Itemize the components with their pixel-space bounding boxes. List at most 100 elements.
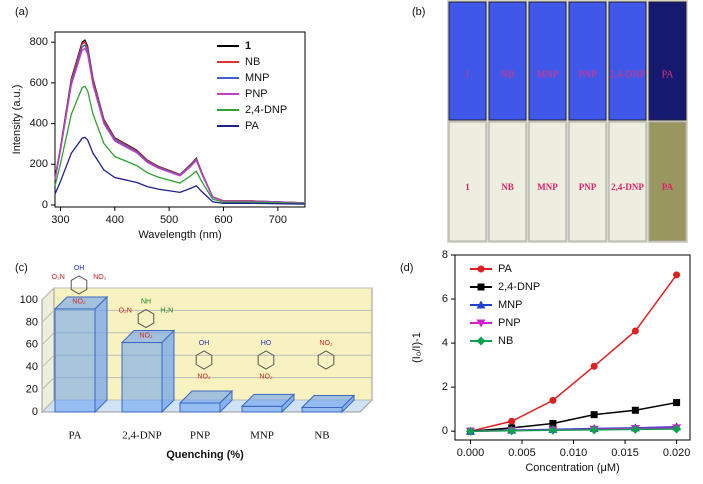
- bar: [121, 342, 163, 413]
- legend-label: 2,4-DNP: [498, 281, 540, 293]
- bar-side: [161, 329, 175, 414]
- data-point: [672, 424, 682, 434]
- legend-label: PA: [498, 263, 513, 275]
- x-tick-label: 700: [269, 214, 287, 226]
- x-tick-label: NB: [314, 430, 329, 442]
- structure-label: NO₂: [319, 340, 333, 347]
- side-wall: [41, 286, 55, 414]
- structure-label: HO: [261, 340, 272, 347]
- panel-label: (c): [15, 262, 28, 274]
- grid-line: [41, 309, 372, 323]
- legend-marker: [477, 283, 485, 291]
- cuvette-label: 1: [465, 69, 470, 80]
- y-tick-label: 8: [442, 249, 448, 261]
- data-point: [465, 426, 475, 436]
- cuvette-top: [448, 1, 487, 121]
- x-axis-label: Quenching (%): [166, 449, 244, 461]
- y-tick-label: 40: [26, 361, 38, 373]
- benzene-ring: [317, 350, 335, 370]
- y-tick-label: 400: [30, 117, 48, 129]
- cuvette-label: MNP: [537, 182, 558, 192]
- x-tick-label: 400: [106, 214, 124, 226]
- y-tick-label: 0: [42, 199, 48, 211]
- cuvette-label: 2,4-DNP: [611, 182, 644, 192]
- cuvette-top: [568, 1, 607, 121]
- cuvette-top: [528, 1, 567, 121]
- panel-label: (b): [412, 6, 425, 18]
- legend-label: PNP: [498, 317, 521, 329]
- cuvette-label: PA: [662, 69, 675, 80]
- y-tick-label: 20: [26, 384, 38, 396]
- y-tick-label: 60: [26, 339, 38, 351]
- structure-label: OH: [74, 265, 85, 272]
- y-tick-label: 2: [442, 381, 448, 393]
- benzene-ring: [257, 350, 275, 370]
- panel-label: (a): [15, 6, 28, 18]
- x-tick-label: PA: [68, 430, 81, 442]
- structure-label: NO₂: [197, 374, 211, 381]
- legend-label: PA: [245, 120, 260, 132]
- bar: [179, 402, 221, 413]
- grid-line: [41, 287, 372, 301]
- legend-marker: [477, 265, 485, 273]
- structure-label: NO₂: [72, 299, 86, 306]
- cuvette-label: PA: [662, 182, 674, 192]
- series-line: [54, 47, 306, 204]
- benzene-ring: [137, 308, 155, 329]
- y-axis-label: (I₀/I)-1: [411, 332, 423, 363]
- cuvette-top: [648, 1, 687, 121]
- x-tick-label: MNP: [250, 430, 274, 442]
- y-tick-label: 6: [442, 293, 448, 305]
- cuvette-bottom: [488, 121, 527, 242]
- legend-label: 1: [245, 40, 251, 52]
- series-line: [54, 39, 306, 204]
- data-point: [549, 419, 557, 427]
- legend-label: NB: [498, 335, 513, 347]
- y-axis-label: Intensity (a.u.): [11, 85, 23, 155]
- y-tick-label: 800: [30, 36, 48, 48]
- data-point: [590, 362, 598, 370]
- data-point: [631, 327, 639, 335]
- plot-frame: [454, 254, 691, 441]
- data-point: [548, 425, 558, 435]
- cuvette-bottom: [528, 121, 567, 242]
- x-tick-label: 500: [160, 214, 178, 226]
- series-line: [470, 428, 677, 432]
- structure-label: H₂N: [160, 308, 173, 315]
- y-tick-label: 200: [30, 158, 48, 170]
- structure-label: NH: [141, 299, 151, 306]
- data-point: [590, 411, 598, 419]
- series-line: [54, 44, 306, 204]
- cuvette-top: [488, 1, 527, 121]
- x-tick-label: 0.000: [457, 447, 485, 459]
- structure-label: NO₂: [93, 274, 107, 281]
- grid-line: [41, 332, 372, 346]
- x-tick-label: 0.020: [663, 447, 691, 459]
- series-line: [54, 41, 306, 204]
- structure-label: O₂N: [119, 308, 132, 315]
- y-tick-label: 0: [32, 406, 38, 418]
- data-point: [507, 426, 517, 436]
- cuvette-bottom: [568, 121, 607, 242]
- cuvette-label: NB: [501, 182, 514, 192]
- benzene-ring: [70, 275, 88, 295]
- y-tick-label: 4: [442, 337, 448, 349]
- legend-marker: [476, 300, 486, 309]
- panel-label: (d): [400, 262, 413, 274]
- y-tick-label: 0: [442, 425, 448, 437]
- data-point: [673, 399, 681, 407]
- cuvette-label: NB: [501, 69, 515, 80]
- cuvette-bottom: [648, 121, 687, 242]
- data-point: [549, 396, 557, 404]
- grid-line: [41, 354, 372, 368]
- structure-label: NO₂: [139, 332, 153, 339]
- bar: [241, 405, 283, 413]
- cuvette-label: MNP: [537, 69, 559, 80]
- structure-label: NO₂: [259, 374, 273, 381]
- cuvette-label: 2,4-DNP: [610, 69, 646, 80]
- photo-bg: [447, 0, 688, 243]
- x-tick-label: 0.015: [611, 447, 639, 459]
- legend-label: MNP: [498, 299, 522, 311]
